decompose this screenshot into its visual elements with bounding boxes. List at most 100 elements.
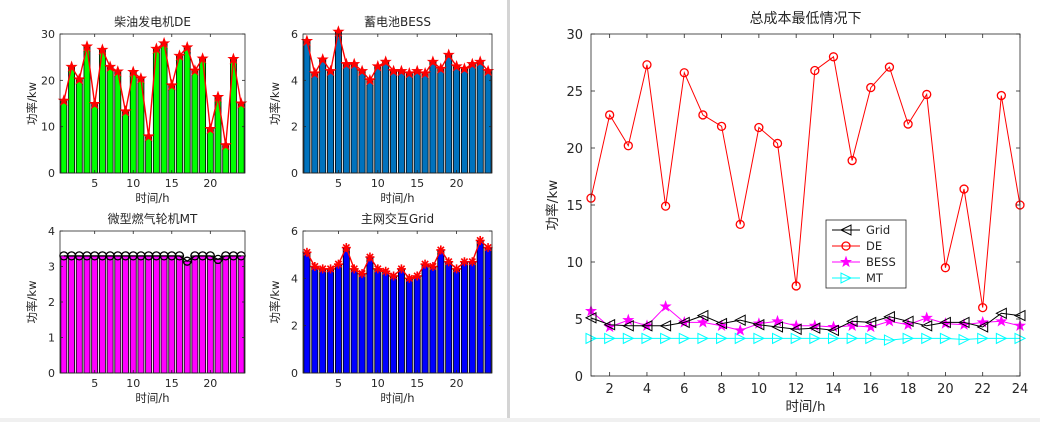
bar — [206, 128, 214, 174]
data-point — [603, 318, 616, 331]
data-point — [715, 317, 728, 330]
data-point — [957, 316, 970, 329]
series-line — [590, 55, 1021, 308]
bar — [429, 61, 437, 174]
bar — [476, 240, 484, 374]
bar — [303, 40, 311, 174]
bar — [468, 261, 476, 374]
x-tick-label: 12 — [788, 382, 805, 397]
bar — [129, 71, 137, 174]
bar — [168, 85, 176, 174]
bar — [168, 255, 176, 374]
data-point — [404, 273, 414, 283]
data-point — [622, 320, 634, 332]
data-point — [995, 307, 1007, 320]
bar — [176, 255, 183, 374]
bar — [114, 255, 122, 374]
plot-area — [591, 34, 1020, 376]
data-point — [127, 65, 140, 78]
bar — [237, 103, 245, 174]
bar — [145, 135, 153, 174]
bar — [75, 255, 83, 374]
data-point — [734, 332, 747, 345]
data-point — [308, 66, 321, 79]
data-point — [995, 332, 1008, 345]
data-point — [96, 43, 109, 55]
data-point — [939, 316, 951, 329]
bar — [222, 144, 230, 174]
data-point — [88, 97, 101, 110]
subplot-title: 柴油发电机DE — [114, 14, 191, 29]
y-tick-label: 2 — [291, 121, 298, 134]
data-point — [363, 73, 377, 86]
data-point — [403, 66, 416, 79]
bar — [334, 263, 342, 374]
data-point — [808, 322, 821, 334]
bar — [230, 255, 237, 374]
legend-label: MT — [866, 271, 884, 285]
data-point — [483, 243, 493, 253]
data-point — [809, 332, 821, 345]
data-point — [452, 264, 462, 274]
y-tick-label: 15 — [566, 199, 583, 214]
legend-box — [825, 219, 907, 289]
data-point — [73, 72, 86, 85]
data-point — [119, 104, 132, 117]
data-point — [810, 65, 820, 76]
bar — [476, 61, 484, 174]
window-divider[interactable] — [507, 0, 510, 418]
data-point — [790, 323, 802, 336]
x-axis-label: 时间/h — [135, 391, 169, 405]
data-point — [333, 259, 343, 269]
y-tick-label: 25 — [566, 85, 583, 100]
chart-title: 总成本最低情况下 — [750, 11, 862, 27]
data-point — [754, 122, 764, 133]
y-tick-label: 5 — [575, 313, 583, 328]
data-point — [883, 314, 896, 327]
data-point — [865, 332, 877, 345]
data-point — [467, 257, 477, 267]
bar — [160, 255, 168, 374]
bar — [214, 258, 222, 374]
x-tick-label: 2 — [606, 382, 614, 397]
x-tick-label: 14 — [825, 382, 842, 397]
data-point — [622, 332, 635, 345]
bar — [191, 70, 199, 174]
data-point — [659, 320, 672, 332]
bar — [327, 268, 335, 374]
data-point — [697, 332, 710, 345]
data-point — [678, 316, 690, 329]
line-chart: 2 4 6 8 10 12 14 16 18 20 22 24051015202530总成本最低情况下… — [544, 11, 1028, 415]
data-point — [789, 319, 803, 332]
series-line — [591, 337, 1020, 341]
data-point — [827, 320, 840, 333]
legend-entry-mt: MT — [832, 271, 884, 285]
bar — [237, 255, 245, 374]
bar — [311, 72, 319, 174]
y-tick-label: 20 — [41, 74, 55, 87]
data-point — [903, 119, 913, 129]
x-tick-label: 20 — [203, 177, 217, 190]
series-line — [63, 42, 242, 146]
bar — [176, 55, 183, 174]
data-point — [371, 59, 384, 72]
data-point — [428, 262, 438, 271]
x-axis-label: 时间/h — [380, 391, 414, 405]
bar — [319, 59, 327, 174]
data-point — [65, 60, 78, 73]
bar — [106, 66, 114, 174]
bar — [382, 270, 390, 374]
data-point — [959, 184, 969, 194]
legend-marker — [840, 272, 853, 284]
data-point — [922, 89, 932, 100]
legend-entry-de: DE — [832, 239, 882, 253]
x-axis-label: 时间/h — [785, 399, 825, 415]
y-tick-label: 4 — [291, 74, 298, 87]
bar — [106, 255, 114, 374]
data-point — [426, 55, 440, 67]
legend-label: BESS — [866, 255, 896, 269]
data-point — [901, 315, 914, 328]
data-point — [475, 235, 485, 245]
x-tick-label: 10 — [126, 177, 140, 190]
y-tick-label: 3 — [48, 261, 55, 274]
